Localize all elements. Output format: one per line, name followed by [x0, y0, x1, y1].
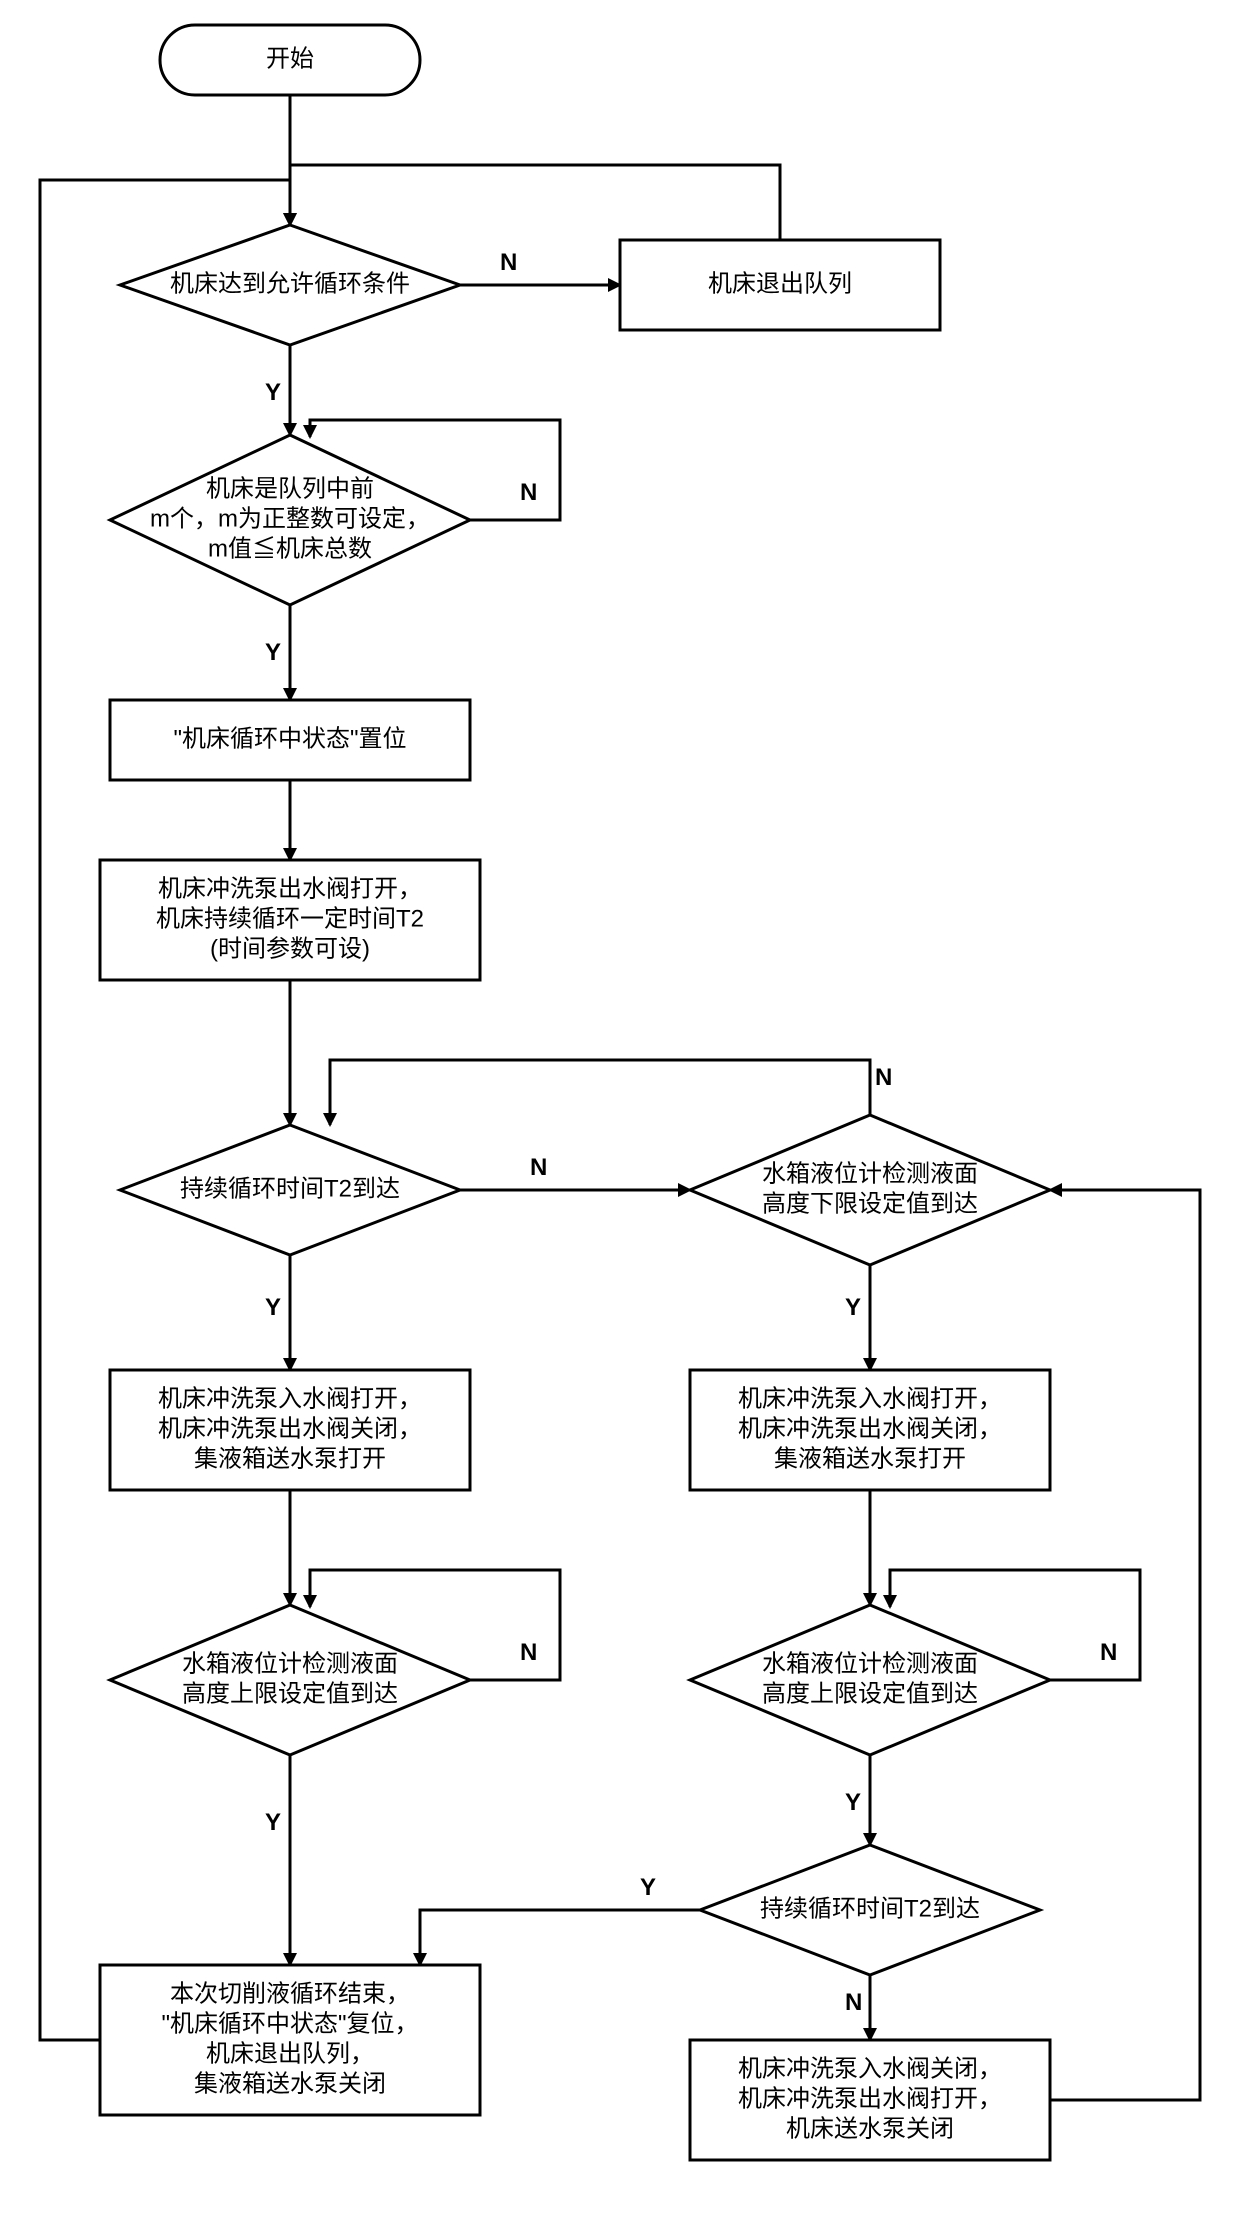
node-d5: 水箱液位计检测液面高度上限设定值到达: [110, 1605, 470, 1755]
node-text: 水箱液位计检测液面: [762, 1160, 978, 1187]
node-text: (时间参数可设): [210, 935, 370, 962]
edge-label: N: [520, 1639, 537, 1666]
edge-label: Y: [845, 1294, 861, 1321]
node-p5: 本次切削液循环结束， "机床循环中状态"复位， 机床退出队列， 集液箱送水泵关闭: [100, 1965, 480, 2115]
node-text: 高度下限设定值到达: [762, 1190, 978, 1217]
edge-label: N: [845, 1989, 862, 2016]
edge: [420, 1910, 700, 1965]
node-text: 集液箱送水泵打开: [194, 1445, 386, 1472]
edge: [290, 165, 780, 240]
node-text: 集液箱送水泵关闭: [194, 2070, 386, 2097]
node-text: 机床冲洗泵入水阀关闭，: [738, 2055, 1002, 2082]
edge-label: Y: [265, 1294, 281, 1321]
node-p3: 机床冲洗泵入水阀打开， 机床冲洗泵出水阀关闭， 集液箱送水泵打开: [110, 1370, 470, 1490]
node-text: 机床送水泵关闭: [786, 2115, 954, 2142]
node-p2: 机床冲洗泵出水阀打开， 机床持续循环一定时间T2 (时间参数可设): [100, 860, 480, 980]
node-text: 开始: [266, 45, 314, 72]
node-text: 高度上限设定值到达: [182, 1680, 398, 1707]
node-text: 机床是队列中前: [206, 475, 374, 502]
node-text: 水箱液位计检测液面: [182, 1650, 398, 1677]
edge-label: N: [530, 1154, 547, 1181]
edge-label: Y: [640, 1874, 656, 1901]
edge-label: Y: [265, 1809, 281, 1836]
edge-label: Y: [265, 379, 281, 406]
node-text: 持续循环时间T2到达: [180, 1175, 400, 1202]
node-text: 集液箱送水泵打开: [774, 1445, 966, 1472]
edge-label: N: [500, 249, 517, 276]
node-text: "机床循环中状态"置位: [173, 725, 406, 752]
edge: [1050, 1190, 1200, 2100]
node-p4: 机床冲洗泵入水阀打开， 机床冲洗泵出水阀关闭， 集液箱送水泵打开: [690, 1370, 1050, 1490]
node-text: 机床退出队列，: [206, 2040, 374, 2067]
node-text: m个，m为正整数可设定，: [150, 505, 430, 532]
node-d2: 机床是队列中前 m个，m为正整数可设定， m值≦机床总数: [110, 435, 470, 605]
edge-label: N: [875, 1064, 892, 1091]
node-p1: "机床循环中状态"置位: [110, 700, 470, 780]
node-d4: 水箱液位计检测液面高度下限设定值到达: [690, 1115, 1050, 1265]
node-text: 高度上限设定值到达: [762, 1680, 978, 1707]
node-text: 水箱液位计检测液面: [762, 1650, 978, 1677]
node-text: m值≦机床总数: [208, 535, 372, 562]
node-text: "机床循环中状态"复位，: [161, 2010, 418, 2037]
node-start: 开始: [160, 25, 420, 95]
edge: [330, 1060, 870, 1125]
node-text: 机床退出队列: [708, 270, 852, 297]
edge-label: N: [520, 479, 537, 506]
flowchart-canvas: N Y Y N N Y N Y N Y N Y Y N 开始机床达到允许循环条件 机床退出队列机床是队列中前 m…: [0, 0, 1240, 2240]
node-text: 机床冲洗泵出水阀打开，: [158, 875, 422, 902]
node-text: 机床冲洗泵出水阀关闭，: [738, 1415, 1002, 1442]
node-d6: 水箱液位计检测液面高度上限设定值到达: [690, 1605, 1050, 1755]
node-text: 机床冲洗泵入水阀打开，: [738, 1385, 1002, 1412]
node-text: 机床冲洗泵出水阀打开，: [738, 2085, 1002, 2112]
node-text: 本次切削液循环结束，: [170, 1980, 410, 2007]
node-text: 机床持续循环一定时间T2: [156, 905, 424, 932]
node-d3: 持续循环时间T2到达: [120, 1125, 460, 1255]
node-d1: 机床达到允许循环条件: [120, 225, 460, 345]
edge-label: Y: [845, 1789, 861, 1816]
node-exitQ: 机床退出队列: [620, 240, 940, 330]
edge-label: N: [1100, 1639, 1117, 1666]
node-text: 机床达到允许循环条件: [170, 270, 410, 297]
node-text: 机床冲洗泵出水阀关闭，: [158, 1415, 422, 1442]
node-p6: 机床冲洗泵入水阀关闭， 机床冲洗泵出水阀打开， 机床送水泵关闭: [690, 2040, 1050, 2160]
node-text: 持续循环时间T2到达: [760, 1895, 980, 1922]
edge-label: Y: [265, 639, 281, 666]
node-d7: 持续循环时间T2到达: [700, 1845, 1040, 1975]
node-text: 机床冲洗泵入水阀打开，: [158, 1385, 422, 1412]
